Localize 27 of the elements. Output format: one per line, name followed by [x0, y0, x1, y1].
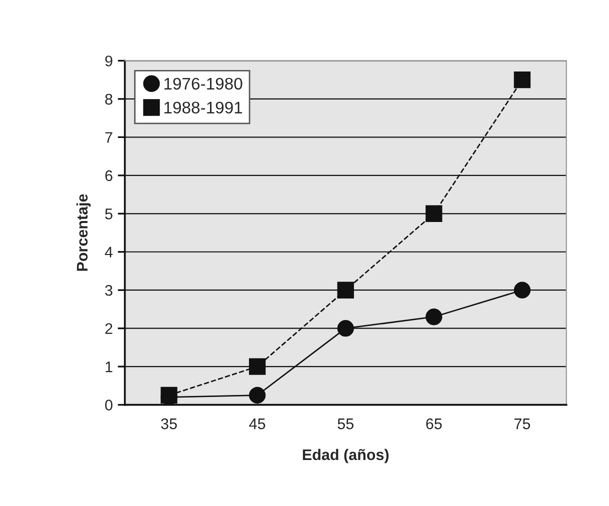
x-tick-label: 75 — [514, 418, 530, 430]
point — [514, 282, 531, 298]
y-tick-label: 7 — [105, 132, 112, 143]
y-tick-label: 2 — [105, 323, 112, 334]
y-tick-label: 4 — [104, 246, 113, 258]
point — [426, 205, 442, 222]
point — [514, 72, 531, 88]
x-tick-label: 65 — [426, 418, 442, 430]
x-axis-title: Edad (años) — [302, 448, 389, 464]
y-tick-label: 0 — [105, 400, 112, 410]
point — [426, 308, 442, 326]
x-tick-label: 55 — [338, 418, 354, 430]
x-tick-label: 35 — [161, 418, 177, 430]
y-tick-label: 8 — [105, 94, 112, 105]
legend-label: 1976-1980 — [164, 78, 242, 90]
point — [248, 386, 266, 404]
y-tick-label: 3 — [105, 284, 112, 296]
point — [248, 358, 266, 375]
y-tick-label: 9 — [105, 56, 112, 66]
y-axis-title: Porcentaje — [76, 194, 91, 271]
y-tick-label: 6 — [105, 170, 112, 182]
legend-label: 1988-1991 — [164, 102, 242, 114]
x-tick-label: 45 — [249, 418, 266, 430]
y-tick-label: 1 — [106, 362, 112, 372]
y-tick-label: 5 — [105, 208, 112, 220]
point — [337, 282, 354, 298]
point — [337, 320, 354, 337]
